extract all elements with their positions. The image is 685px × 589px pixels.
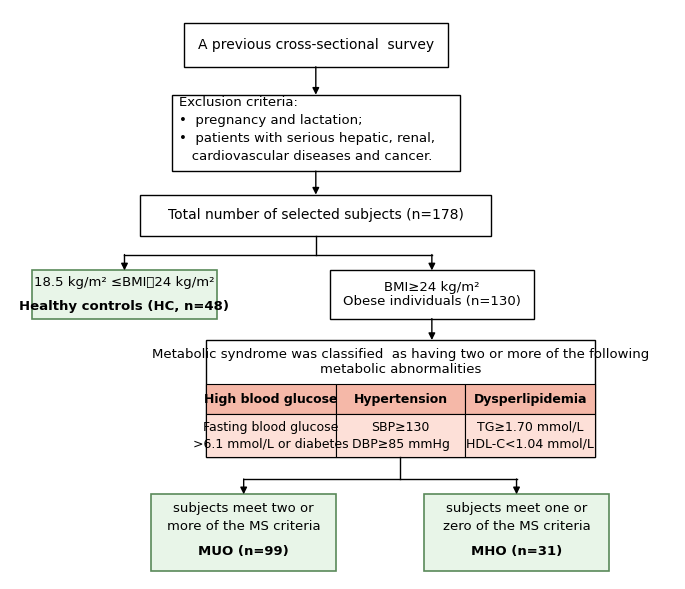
Text: MHO (n=31): MHO (n=31) — [471, 545, 562, 558]
Text: Total number of selected subjects (n=178): Total number of selected subjects (n=178… — [168, 208, 464, 222]
Text: Hypertension: Hypertension — [353, 393, 447, 406]
Text: MUO (n=99): MUO (n=99) — [198, 545, 289, 558]
FancyBboxPatch shape — [140, 194, 491, 236]
FancyBboxPatch shape — [465, 384, 595, 415]
Text: BMI≥24 kg/m²
Obese individuals (n=130): BMI≥24 kg/m² Obese individuals (n=130) — [343, 280, 521, 309]
FancyBboxPatch shape — [32, 270, 217, 319]
Text: SBP≥130
DBP≥85 mmHg: SBP≥130 DBP≥85 mmHg — [351, 421, 449, 451]
FancyBboxPatch shape — [330, 270, 534, 319]
FancyBboxPatch shape — [171, 95, 460, 171]
FancyBboxPatch shape — [206, 384, 336, 415]
FancyBboxPatch shape — [336, 384, 465, 415]
FancyBboxPatch shape — [206, 415, 336, 456]
Text: A previous cross-sectional  survey: A previous cross-sectional survey — [198, 38, 434, 52]
Text: TG≥1.70 mmol/L
HDL-C<1.04 mmol/L: TG≥1.70 mmol/L HDL-C<1.04 mmol/L — [466, 421, 594, 451]
Text: Fasting blood glucose
>6.1 mmol/L or diabetes: Fasting blood glucose >6.1 mmol/L or dia… — [193, 421, 349, 451]
Text: Dysperlipidemia: Dysperlipidemia — [473, 393, 587, 406]
FancyBboxPatch shape — [151, 494, 336, 571]
FancyBboxPatch shape — [336, 415, 465, 456]
Text: Exclusion criteria:
•  pregnancy and lactation;
•  patients with serious hepatic: Exclusion criteria: • pregnancy and lact… — [179, 97, 435, 164]
Text: Healthy controls (HC, n=48): Healthy controls (HC, n=48) — [19, 300, 229, 313]
Text: subjects meet two or
more of the MS criteria: subjects meet two or more of the MS crit… — [167, 502, 321, 533]
FancyBboxPatch shape — [465, 415, 595, 456]
FancyBboxPatch shape — [424, 494, 609, 571]
Text: 18.5 kg/m² ≤BMI＜24 kg/m²: 18.5 kg/m² ≤BMI＜24 kg/m² — [34, 276, 214, 289]
Text: High blood glucose: High blood glucose — [204, 393, 338, 406]
FancyBboxPatch shape — [184, 23, 447, 67]
Text: Metabolic syndrome was classified  as having two or more of the following
metabo: Metabolic syndrome was classified as hav… — [152, 348, 649, 376]
FancyBboxPatch shape — [206, 340, 595, 456]
Text: subjects meet one or
zero of the MS criteria: subjects meet one or zero of the MS crit… — [443, 502, 590, 533]
